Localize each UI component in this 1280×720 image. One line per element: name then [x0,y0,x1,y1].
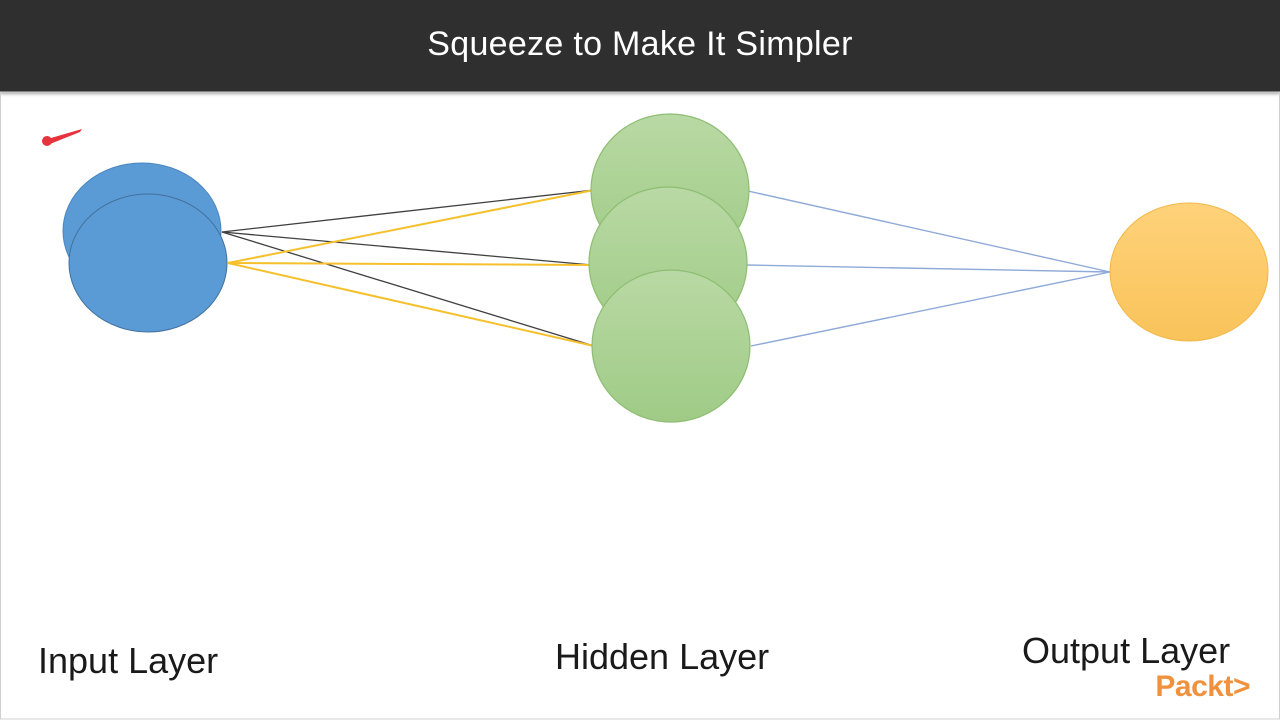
edge-hidden2-output [745,264,1111,273]
edge-input2-hidden2 [227,262,593,266]
pointer-dot-icon [42,136,52,146]
slide-title: Squeeze to Make It Simpler [427,24,853,63]
edge-input1-hidden2 [221,231,593,266]
input-layer-label: Input Layer [38,640,219,681]
input-node-front [68,193,228,333]
output-node [1109,202,1269,342]
edge-hidden3-output [750,271,1111,347]
packt-logo: Packt> [1155,670,1250,703]
hidden-layer-label: Hidden Layer [555,636,770,677]
hidden-node-3 [591,269,751,423]
edge-input2-hidden1 [227,189,595,264]
output-layer-label: Output Layer [1022,630,1231,671]
edge-hidden1-output [747,190,1111,273]
pointer-mark-icon [44,129,82,144]
edge-input2-hidden3 [227,262,595,347]
edge-input1-hidden1 [221,189,595,233]
title-bar: Squeeze to Make It Simpler [0,0,1280,92]
